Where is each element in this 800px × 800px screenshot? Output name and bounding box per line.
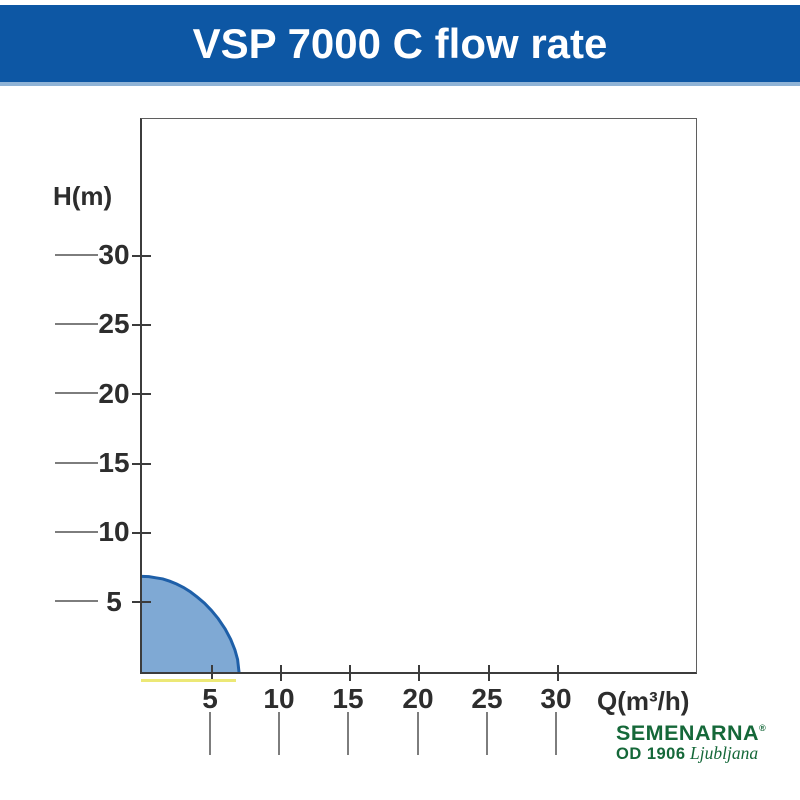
plot-area <box>132 118 697 681</box>
y-tick-20 <box>132 393 151 396</box>
x-ruler-dash <box>555 712 557 755</box>
y-tick-25 <box>132 324 151 326</box>
x-tick-10 <box>279 665 282 681</box>
header-bar: VSP 7000 C flow rate <box>0 5 800 86</box>
page-title: VSP 7000 C flow rate <box>192 20 608 67</box>
x-tick-20 <box>418 665 421 681</box>
x-tick-label-20: 20 <box>402 683 434 714</box>
pump-curve-line <box>142 574 241 672</box>
x-tick-25 <box>487 665 490 681</box>
yellow-underline <box>141 679 236 682</box>
brand-logo: SEMENARNA® OD 1906 Ljubljana <box>616 717 766 764</box>
y-tick-15 <box>132 462 151 465</box>
y-tick-label-10: 10 <box>98 516 130 548</box>
y-tick-label-30: 30 <box>98 239 130 270</box>
registered-trademark-icon: ® <box>759 723 766 733</box>
y-ruler-dash <box>55 600 98 603</box>
y-ruler-dash <box>55 323 98 325</box>
y-tick-label-15: 15 <box>98 446 130 478</box>
x-tick-30 <box>557 665 559 681</box>
x-tick-label-5: 5 <box>202 683 218 714</box>
y-ruler-dash <box>55 530 98 533</box>
brand-tagline: OD 1906 Ljubljana <box>616 744 766 764</box>
y-ruler-dash <box>55 461 98 464</box>
x-tick-label-15: 15 <box>332 683 364 714</box>
x-ruler-dash <box>278 712 280 755</box>
y-axis-label: H(m) <box>53 181 113 211</box>
x-tick-5 <box>210 665 213 681</box>
x-tick-label-10: 10 <box>263 683 295 714</box>
y-tick-label-5: 5 <box>106 585 122 617</box>
y-tick-label-25: 25 <box>98 308 130 340</box>
pump-curve-canvas <box>142 574 241 672</box>
y-tick-10 <box>132 531 151 534</box>
pump-curve-area <box>142 576 239 672</box>
x-tick-label-25: 25 <box>471 683 503 714</box>
y-ruler-dash <box>55 253 98 256</box>
y-tick-30 <box>132 254 151 257</box>
brand-city: Ljubljana <box>690 743 759 763</box>
y-ruler-dash <box>55 392 98 395</box>
brand-name: SEMENARNA® <box>616 721 766 745</box>
x-ruler-dash <box>486 712 488 755</box>
brand-since: OD 1906 <box>616 745 686 763</box>
x-tick-15 <box>349 665 352 681</box>
x-ruler-dash <box>417 712 419 755</box>
y-tick-5 <box>132 601 151 604</box>
x-axis-label: Q(m³/h) <box>597 686 690 716</box>
x-ruler-dash <box>209 712 211 755</box>
x-tick-label-30: 30 <box>540 683 572 714</box>
x-ruler-dash <box>347 712 349 755</box>
y-tick-label-20: 20 <box>98 377 130 409</box>
